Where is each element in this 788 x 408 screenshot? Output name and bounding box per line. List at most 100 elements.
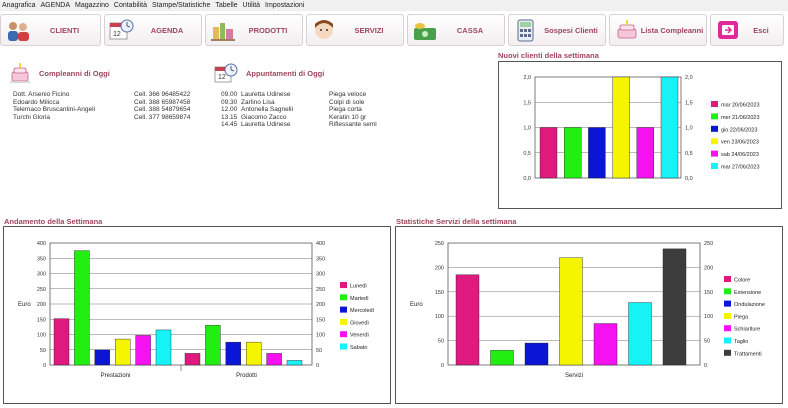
appointment-row: 12.00 Antonella Sagnelli Piega corta [221,106,491,114]
legend-label: mar 27/06/2023 [721,165,760,171]
toolbar-button-agenda[interactable]: 12 AGENDA [104,14,202,46]
y-tick-label-right: 250 [316,287,325,293]
legend-swatch [711,101,718,107]
menu-item-magazzino[interactable]: Magazzino [75,2,109,9]
toolbar-button-sospesi-clienti[interactable]: Sospesi Clienti [508,14,606,46]
toolbar-button-label: SERVIZI [354,25,384,35]
toolbar-button-esci[interactable]: Esci [710,14,784,46]
calendar-clock-icon: 12 [214,63,238,83]
weekly-trend-chart-title: Andamento della Settimana [4,217,103,226]
appointment-row: 14.45 Lauretta Udinese Riflessante semi [221,121,491,129]
y-tick-label: 1,0 [523,126,531,132]
y-tick-label-right: 0,0 [685,176,693,182]
bar-prestazioni-mercoledi [94,349,111,366]
svg-text:12: 12 [113,31,121,38]
y-tick-label: 150 [435,290,444,296]
menu-item-utilita[interactable]: Utilità [242,2,261,9]
appointment-service: Piega veloce [329,91,367,98]
calendar-clock-icon: 12 [109,19,134,40]
appointment-client: Lauretta Udinese [241,91,291,98]
y-tick-label-right: 300 [316,272,325,278]
new-clients-chart: 0,0 0,0 0,5 0,5 1,0 1,0 1,5 1,5 2,0 2,0 mar 20/06/… [498,61,782,209]
bar-extensione [490,350,514,366]
legend-swatch [711,113,718,120]
legend-swatch [724,325,731,332]
legend-label: Venerdì [350,333,369,339]
y-tick-label: 200 [435,265,444,271]
toolbar-button-lista-compleanni[interactable]: Lista Compleanni [609,14,707,46]
bar-taglio [628,302,652,366]
group-label: Prestazioni [101,373,131,379]
y-tick-label: 1,5 [523,100,531,106]
legend-swatch [340,294,347,301]
y-tick-label-right: 0 [316,363,319,369]
appointment-time: 09.00 [221,91,238,98]
y-tick-label-right: 0 [704,363,707,369]
appointment-service: Colpi di sole [329,98,365,106]
y-tick-label-right: 150 [704,290,713,296]
birthday-row: Turchi Gloria Cell. 377 98659874 [13,114,203,122]
legend-label: Taglio [734,339,748,345]
bar-prodotti-giovedi [245,341,262,366]
menu-item-agenda[interactable]: AGENDA [40,2,71,9]
legend-label: Martedì [350,296,369,302]
bar-piega [559,257,583,366]
y-tick-label: 100 [37,333,46,339]
legend-label: Schiariture [734,327,760,333]
appointment-service: Riflessante semi [329,121,377,129]
legend-label: Trattamenti [734,351,762,357]
legend-swatch [724,300,731,307]
appointment-client: Zarlino Lisa [241,98,275,106]
new-clients-chart-svg: 0,0 0,0 0,5 0,5 1,0 1,0 1,5 1,5 2,0 2,0 mar 20/06/… [523,75,760,182]
birthday-row: Edoardo Milicca Cell. 388 65987458 [13,99,203,107]
legend-swatch [711,125,718,132]
appointment-row: 09.00 Lauretta Udinese Piega veloce [221,91,491,99]
legend-label: Mercoledì [350,308,375,314]
toolbar-button-label: Sospesi Clienti [544,25,598,35]
bar-schiariture [593,323,618,366]
legend-label: Piega [734,314,749,320]
birthday-name: Edoardo Milicca [13,98,60,106]
toolbar-button-label: PRODOTTI [248,25,288,35]
toolbar-button-prodotti[interactable]: PRODOTTI [205,14,303,46]
legend-label: mer 21/06/2023 [721,115,760,121]
new-clients-chart-title: Nuovi clienti della settimana [498,51,599,60]
y-tick-label: 0 [43,363,46,369]
toolbar-button-label: CLIENTI [49,25,80,35]
y-tick-label: 350 [37,256,46,262]
legend-swatch [724,312,731,319]
bar-mar-20-06-2023 [539,127,558,179]
y-tick-label-right: 0,5 [685,151,693,157]
services-stats-chart-svg: 0 0 50 50 100 100 150 150 200 200 250 250 Servizi Eur… [410,241,765,379]
appointment-service: Keratin 10 gr [329,113,367,121]
legend-swatch [340,306,347,313]
menu-item-contabilita[interactable]: Contabilità [113,2,147,9]
bar-gio-22-06-2023 [588,127,606,179]
birthday-name: Turchi Gloria [13,113,50,121]
legend-label: Colore [734,278,750,284]
y-axis-label: Euro [18,302,31,308]
menu-item-anagrafica[interactable]: Anagrafica [2,2,36,9]
menu-item-impostazioni[interactable]: Impostazioni [265,2,305,9]
legend-swatch [724,349,731,356]
toolbar-button-clienti[interactable]: CLIENTI [0,14,101,46]
appointment-time: 13.15 [221,113,238,121]
legend-label: Giovedì [350,320,369,326]
appointment-row: 09.30 Zarlino Lisa Colpi di sole [221,99,491,107]
birthday-phone: Cell. 388 54879654 [134,106,191,114]
y-tick-label: 2,0 [523,75,531,81]
weekly-trend-chart-svg: 0 0 50 50 100 100 150 150 200 200 250 250 300 300 350 3… [18,241,375,379]
appointments-title: Appuntamenti di Oggi [246,69,325,78]
toolbar-button-servizi[interactable]: SERVIZI [306,14,404,46]
menu-item-stampe-statistiche[interactable]: Stampe/Statistiche [151,2,211,9]
services-stats-chart: 0 0 50 50 100 100 150 150 200 200 250 250 Servizi Eur… [395,226,783,404]
menu-item-tabelle[interactable]: Tabelle [215,2,238,9]
appointment-client: Antonella Sagnelli [241,106,294,114]
bar-mer-21-06-2023 [563,127,582,179]
birthdays-list: Dott. Arsenio Ficino Cell. 366 96485422 Ed… [13,91,203,121]
toolbar-button-cassa[interactable]: CASSA [407,14,505,46]
y-tick-label: 100 [435,314,444,320]
legend-label: Extensione [734,290,761,296]
bar-colore [455,274,480,366]
birthday-phone: Cell. 377 98659874 [134,113,191,121]
